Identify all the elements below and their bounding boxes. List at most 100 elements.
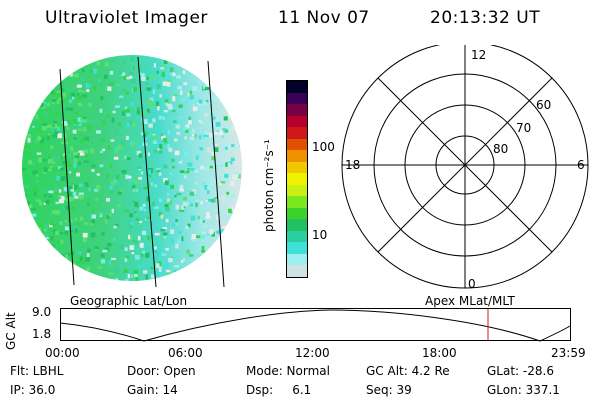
speckle-pixel [146,216,151,221]
glat-info: GLat: -28.6 [487,364,554,378]
speckle-pixel [152,283,156,286]
speckle-pixel [141,132,144,136]
speckle-pixel [76,84,82,88]
speckle-pixel [60,176,66,182]
colorbar-tick-100: 100 [312,140,335,154]
speckle-pixel [217,82,221,86]
speckle-pixel [58,199,64,204]
speckle-pixel [156,263,160,268]
speckle-pixel [239,112,242,116]
speckle-pixel [68,99,72,104]
speckle-pixel [55,230,59,236]
speckle-pixel [28,205,31,208]
speckle-pixel [65,254,69,259]
speckle-pixel [83,283,85,286]
speckle-pixel [230,66,235,71]
speckle-pixel [203,233,209,236]
speckle-pixel [101,207,107,212]
speckle-pixel [53,274,58,278]
speckle-pixel [187,223,191,228]
speckle-pixel [106,215,110,219]
speckle-pixel [203,101,207,106]
speckle-pixel [207,198,211,202]
speckle-pixel [148,174,152,178]
speckle-pixel [225,146,228,150]
speckle-pixel [32,171,36,175]
speckle-pixel [61,92,66,97]
speckle-pixel [64,231,69,235]
speckle-pixel [139,242,144,248]
speckle-pixel [53,164,58,168]
lat-label-70: 70 [516,121,531,135]
speckle-pixel [54,223,59,227]
speckle-pixel [50,267,53,271]
speckle-pixel [37,82,42,85]
speckle-pixel [204,131,210,136]
speckle-pixel [78,192,84,197]
speckle-pixel [111,208,114,213]
speckle-pixel [68,225,74,230]
xtick-2359: 23:59 [551,346,586,360]
speckle-pixel [100,96,104,100]
speckle-pixel [23,185,29,189]
speckle-pixel [194,56,198,61]
speckle-pixel [72,96,75,100]
speckle-pixel [113,151,119,154]
speckle-pixel [165,247,169,251]
speckle-pixel [101,139,106,142]
speckle-pixel [66,86,72,90]
speckle-pixel [240,91,242,94]
speckle-pixel [138,285,140,287]
speckle-pixel [31,103,36,107]
speckle-pixel [226,228,230,232]
speckle-pixel [73,73,79,78]
speckle-pixel [188,141,193,145]
colorbar-band [287,92,307,105]
speckle-pixel [198,119,202,123]
speckle-pixel [104,74,108,79]
speckle-pixel [69,153,72,158]
speckle-pixel [244,206,247,210]
speckle-pixel [163,164,168,169]
speckle-pixel [43,229,48,232]
colorbar-band [287,230,307,243]
colorbar-tick-10: 10 [312,228,328,242]
speckle-pixel [154,232,160,236]
speckle-pixel [182,70,186,75]
speckle-pixel [199,267,203,272]
speckle-pixel [30,63,34,66]
speckle-pixel [84,154,89,158]
speckle-pixel [167,192,170,196]
speckle-pixel [217,64,222,68]
speckle-pixel [40,267,44,271]
speckle-pixel [246,62,247,65]
speckle-pixel [232,280,236,281]
speckle-pixel [200,201,203,205]
speckle-pixel [244,228,246,231]
speckle-pixel [144,208,147,212]
speckle-pixel [77,117,81,122]
speckle-pixel [90,148,95,154]
speckle-pixel [113,179,117,184]
speckle-pixel [101,232,105,236]
speckle-pixel [196,268,200,273]
speckle-pixel [167,143,171,149]
speckle-pixel [152,118,156,123]
speckle-pixel [47,244,52,248]
speckle-pixel [52,156,56,160]
speckle-pixel [219,208,223,212]
speckle-pixel [53,92,59,97]
speckle-pixel [67,260,72,266]
speckle-pixel [45,233,50,238]
speckle-pixel [226,100,230,105]
speckle-pixel [100,259,106,264]
speckle-pixel [132,239,136,242]
speckle-pixel [187,92,190,97]
speckle-pixel [161,282,163,284]
speckle-pixel [110,163,113,169]
speckle-pixel [50,282,55,286]
speckle-pixel [160,238,164,241]
speckle-pixel [35,199,41,202]
speckle-pixel [59,55,65,60]
speckle-pixel [36,59,39,62]
